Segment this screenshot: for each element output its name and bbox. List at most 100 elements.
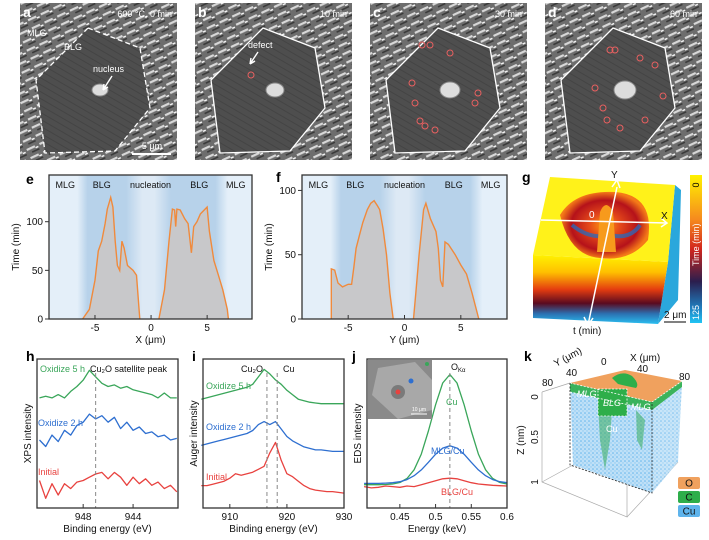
k-z-tick: 1 [530, 479, 541, 485]
series-line [363, 477, 508, 489]
plot-frame [366, 358, 508, 509]
panel-letter-d: d [548, 4, 557, 20]
legend-swatch [678, 477, 700, 489]
o-ka-main: O [451, 362, 458, 372]
series-label-oxidize-2h: Oxidize 2 h [38, 418, 83, 428]
legend-label: O [685, 479, 693, 490]
g-axis-t-label: t (min) [573, 326, 601, 337]
x-axis-arrow [540, 219, 668, 224]
y-tick-label: 0 [290, 315, 296, 326]
k-z-tick: 0 [530, 394, 541, 400]
panel-letter-j: j [351, 348, 356, 364]
series-line [330, 199, 394, 320]
panel-letter-h: h [26, 348, 35, 364]
nucleus-site [265, 82, 285, 98]
defect-marker-icon [603, 116, 611, 124]
defect-marker-icon [599, 104, 607, 112]
series-label-blg-cu: BLG/Cu [441, 487, 473, 497]
x-tick-label: 5 [458, 323, 464, 334]
region-label: BLG [190, 180, 208, 190]
defect-marker-icon [616, 124, 624, 132]
blg-label: BLG [64, 42, 82, 52]
x-axis-title: X (μm) [135, 335, 165, 346]
k-y-tick: 40 [566, 368, 578, 379]
region-label: BLG [346, 180, 364, 190]
panel-b-time: 10 min [320, 9, 347, 19]
defect-marker-icon [416, 117, 424, 125]
series-line [201, 368, 344, 405]
cu2o-line-label: Cu₂O [241, 364, 263, 374]
defect-marker-icon [659, 92, 667, 100]
nucleus-site [439, 81, 461, 99]
domain-outline [560, 27, 676, 154]
area-fill [331, 200, 394, 319]
plot-frame [202, 358, 345, 509]
series-line [364, 445, 508, 485]
panel-k-3d-volume [541, 370, 683, 518]
series-line [201, 441, 345, 494]
x-tick-label: 5 [204, 323, 210, 334]
k-x-tick: 80 [679, 372, 691, 383]
k-region-blg: BLG [603, 398, 621, 408]
k-region-cu: Cu [606, 424, 618, 434]
mlg-label: MLG [27, 28, 47, 38]
domain-outline [35, 27, 151, 154]
defect-marker-icon [474, 89, 482, 97]
arrowhead-icon [611, 178, 621, 189]
g-origin-label: 0 [589, 210, 595, 221]
colorbar [690, 175, 702, 323]
region-label: nucleation [130, 180, 171, 190]
satellite-peak-label: Cu₂O satellite peak [90, 364, 168, 374]
arrowhead-icon [660, 217, 669, 228]
x-tick-label: 920 [279, 512, 296, 523]
x-tick-label: 930 [336, 512, 353, 523]
series-line [38, 471, 178, 499]
area-fill [82, 197, 140, 319]
x-tick-label: 948 [75, 512, 92, 523]
y-axis-title: XPS intensity [23, 404, 34, 463]
legend-swatch [678, 505, 700, 517]
scale-bar-label: 5 μm [142, 141, 162, 151]
y-axis-title: Time (min) [11, 223, 22, 270]
area-fill [413, 203, 479, 319]
colorbar-max-label: 125 [691, 305, 701, 320]
x-tick-label: -5 [344, 323, 353, 334]
series-label-oxidize-5h: Oxidize 5 h [40, 364, 85, 374]
x-tick-label: 0 [148, 323, 154, 334]
panel-letter-i: i [192, 348, 196, 364]
defect-marker-icon [421, 122, 429, 130]
panel-letter-b: b [198, 4, 207, 20]
y-axis-arrow [587, 186, 618, 326]
defect-marker-icon [591, 84, 599, 92]
o-ka-label: OKα [451, 362, 466, 374]
defect-marker-icon [651, 61, 659, 69]
defect-marker-icon [611, 46, 619, 54]
cu-line-label: Cu [283, 364, 295, 374]
colorbar-min-label: 0 [691, 182, 701, 187]
series-label-mlg-cu: MLG/Cu [431, 446, 465, 456]
k-y-tick: 80 [542, 378, 554, 389]
x-tick-label: -5 [91, 323, 100, 334]
sem-image-c [370, 3, 527, 160]
x-tick-label: 0.5 [429, 512, 443, 523]
nucleus-arrow-icon [102, 75, 113, 91]
series-label-initial: Initial [38, 467, 59, 477]
region-label: MLG [309, 180, 329, 190]
k-region-mlg: MLG [631, 402, 651, 412]
k-axis-y-label: Y (μm) [552, 346, 584, 370]
g-axis-x-label: X [661, 211, 668, 222]
region-label: nucleation [384, 180, 425, 190]
series-line [201, 420, 344, 453]
k-region-mlg: MLG [577, 389, 597, 399]
legend-label: Cu [683, 507, 696, 518]
x-tick-label: 0.6 [500, 512, 514, 523]
sem-image-d [545, 3, 702, 160]
defect-marker-icon [446, 49, 454, 57]
defect-marker-icon [606, 46, 614, 54]
